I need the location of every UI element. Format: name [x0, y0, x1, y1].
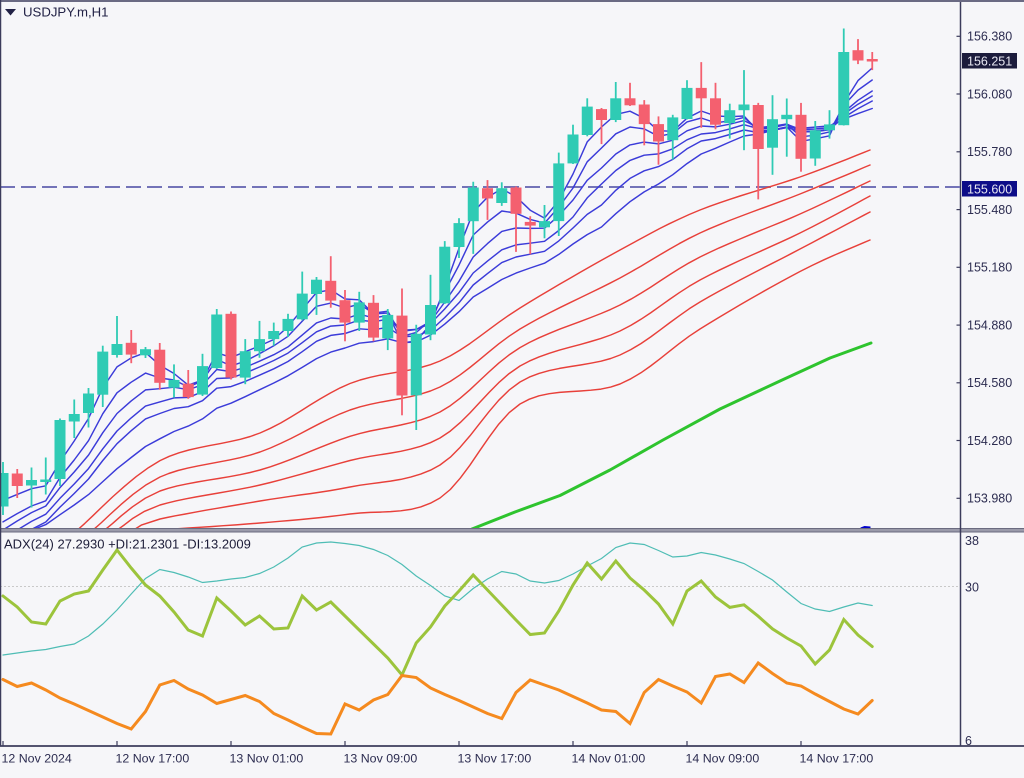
svg-text:13 Nov 17:00: 13 Nov 17:00 [458, 752, 532, 766]
svg-text:13 Nov 01:00: 13 Nov 01:00 [230, 752, 304, 766]
svg-text:154.280: 154.280 [967, 434, 1012, 448]
svg-text:14 Nov 09:00: 14 Nov 09:00 [686, 752, 760, 766]
svg-text:153.980: 153.980 [967, 492, 1012, 506]
svg-text:38: 38 [965, 534, 979, 548]
svg-text:6: 6 [965, 734, 972, 748]
svg-text:156.380: 156.380 [967, 30, 1012, 44]
svg-text:155.600: 155.600 [967, 182, 1012, 196]
svg-text:154.580: 154.580 [967, 376, 1012, 390]
svg-text:156.251: 156.251 [967, 54, 1012, 68]
svg-text:USDJPY.m,H1: USDJPY.m,H1 [23, 5, 109, 20]
svg-text:155.180: 155.180 [967, 261, 1012, 275]
svg-text:155.480: 155.480 [967, 203, 1012, 217]
svg-text:155.780: 155.780 [967, 145, 1012, 159]
svg-text:14 Nov 17:00: 14 Nov 17:00 [800, 752, 874, 766]
svg-text:ADX(24) 27.2930 +DI:21.2301 -D: ADX(24) 27.2930 +DI:21.2301 -DI:13.2009 [4, 537, 251, 552]
svg-text:12 Nov 2024: 12 Nov 2024 [2, 752, 72, 766]
svg-text:30: 30 [965, 580, 979, 594]
svg-text:14 Nov 01:00: 14 Nov 01:00 [572, 752, 646, 766]
svg-text:12 Nov 17:00: 12 Nov 17:00 [116, 752, 190, 766]
svg-text:156.080: 156.080 [967, 87, 1012, 101]
svg-text:154.880: 154.880 [967, 318, 1012, 332]
svg-text:13 Nov 09:00: 13 Nov 09:00 [344, 752, 418, 766]
